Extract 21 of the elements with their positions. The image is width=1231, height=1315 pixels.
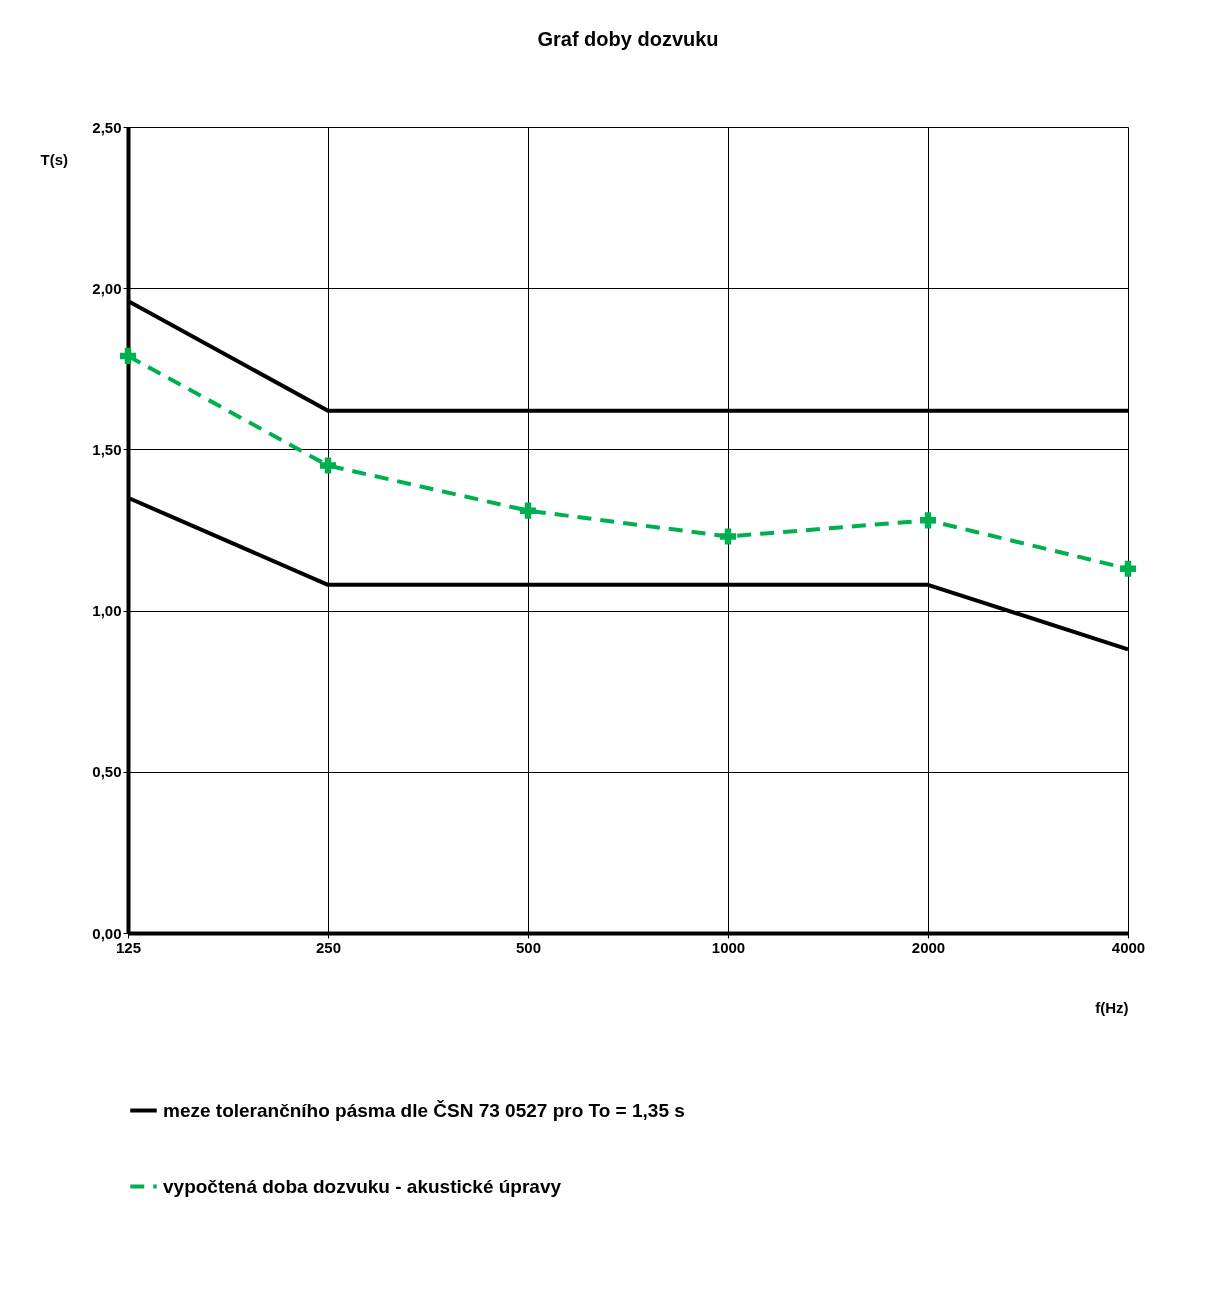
x-tick-label: 2000 [911,938,946,956]
y-tick-label: 1,00 [92,602,122,620]
point [319,457,337,474]
legend-label: meze tolerančního pásma dle ČSN 73 0527 pro To = 1,35 s [163,1099,685,1121]
legend-label: vypočtená doba dozvuku - akustické úpravy [163,1175,562,1197]
point [919,512,937,529]
point [719,528,737,545]
chart-title: Graf doby dozvuku [537,28,719,50]
point [119,347,137,364]
point [519,502,537,519]
y-tick-label: 0,50 [92,763,122,781]
y-tick-label: 2,00 [92,279,122,297]
x-tick-label: 500 [515,938,542,956]
x-tick-label: 1000 [711,938,746,956]
x-tick-label: 250 [315,938,342,956]
y-axis-title: T(s) [40,150,68,168]
x-axis-title: f(Hz) [1095,998,1129,1016]
point [1119,560,1137,577]
y-tick-label: 1,50 [92,440,122,458]
y-tick-label: 2,50 [92,118,122,136]
x-tick-label: 4000 [1111,938,1146,956]
